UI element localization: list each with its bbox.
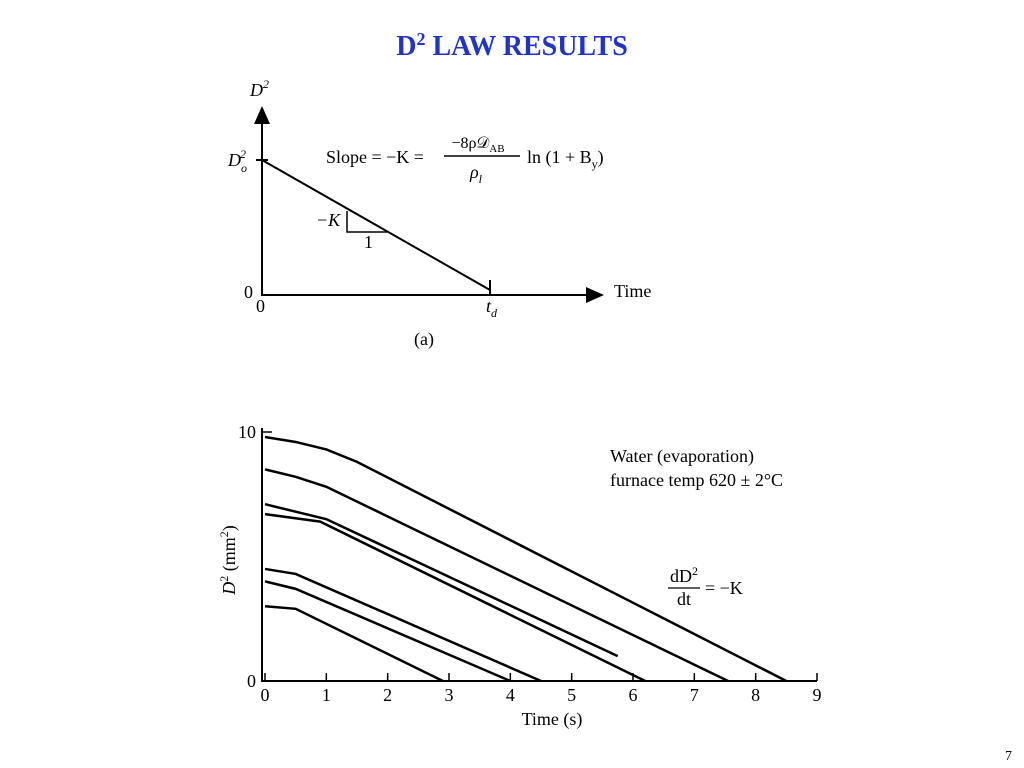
x-tick-label: 6: [629, 685, 638, 705]
slope-triangle: [346, 211, 387, 233]
y-axis-title: D2 (mm2): [217, 525, 240, 596]
caption: (a): [414, 329, 434, 350]
y-label: D2: [249, 77, 269, 100]
series-line: [264, 468, 729, 683]
page-number: 7: [1005, 749, 1012, 764]
diagram: D2 Do2 Slope = −K = −8ρ𝒟AB ρl ln (1 + By…: [227, 77, 651, 350]
x-tick-label: 4: [506, 685, 515, 705]
x-tick-label: 9: [813, 685, 822, 705]
y-tick-label: 0: [247, 671, 256, 691]
x-tick-label: 7: [690, 685, 699, 705]
end-label: td: [486, 296, 498, 320]
rise-label: −K: [316, 210, 341, 230]
y-origin: 0: [244, 282, 253, 302]
y-tick-label: 10: [238, 422, 256, 442]
x-tick-label: 2: [383, 685, 392, 705]
slope-num: −8ρ𝒟AB: [451, 135, 504, 155]
chart: Time (s) D2 (mm2) Water (evaporation) fu…: [217, 422, 822, 730]
x-axis-title: Time (s): [522, 709, 583, 730]
slope-rhs: ln (1 + By): [527, 147, 604, 171]
run-label: 1: [364, 232, 373, 252]
series-line: [264, 502, 619, 658]
series-line: [264, 567, 542, 683]
x-tick-label: 5: [567, 685, 576, 705]
annotation: Water (evaporation): [610, 446, 754, 467]
slope-den: ρl: [469, 162, 483, 186]
rate-rhs: = −K: [705, 578, 743, 598]
series-line: [264, 512, 646, 683]
slope-line: [261, 159, 491, 291]
x-origin: 0: [256, 296, 265, 316]
x-tick-label: 0: [261, 685, 270, 705]
x-tick-label: 3: [445, 685, 454, 705]
y-start: Do2: [227, 147, 247, 175]
x-tick-label: 1: [322, 685, 331, 705]
x-tick-label: 8: [751, 685, 760, 705]
rate-num: dD2: [670, 564, 698, 586]
series-line: [264, 435, 787, 683]
series-line: [264, 580, 511, 683]
slide-title: D2 LAW RESULTS: [396, 29, 628, 62]
annotation: furnace temp 620 ± 2°C: [610, 470, 783, 490]
x-label: Time: [614, 281, 651, 301]
series-line: [264, 605, 444, 683]
rate-den: dt: [677, 589, 691, 609]
slope-lhs: Slope = −K =: [326, 147, 424, 167]
